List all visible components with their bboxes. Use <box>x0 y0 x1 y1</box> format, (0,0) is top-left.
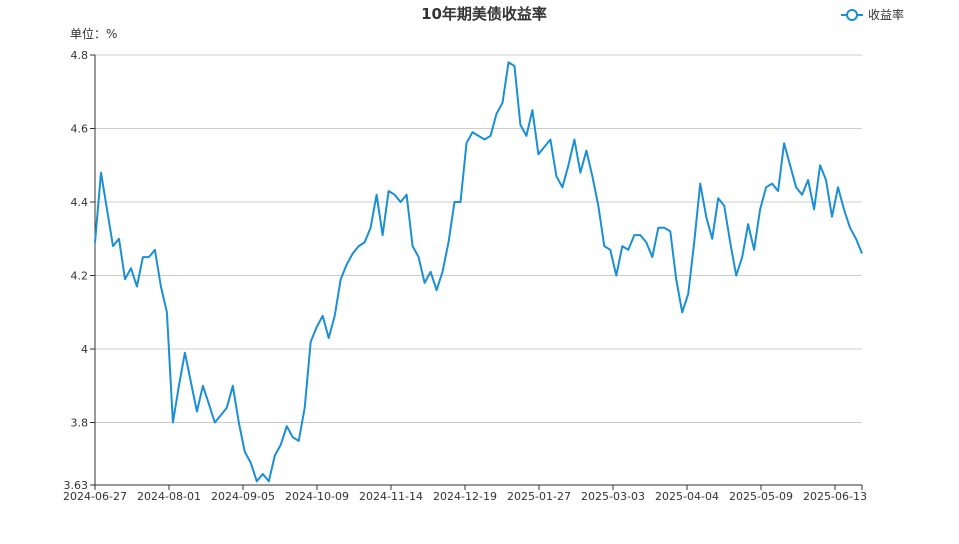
y-tick-label: 4.2 <box>71 270 89 283</box>
x-tick-label: 2025-04-04 <box>655 490 719 503</box>
x-tick-label: 2024-09-05 <box>211 490 275 503</box>
legend-label: 收益率 <box>868 7 904 22</box>
unit-label: 单位：% <box>70 26 117 41</box>
y-tick-label: 4.8 <box>71 49 89 62</box>
x-tick-label: 2024-12-19 <box>433 490 497 503</box>
y-tick-label: 4.4 <box>71 196 89 209</box>
x-tick-label: 2025-03-03 <box>581 490 645 503</box>
y-tick-label: 3.8 <box>71 417 89 430</box>
x-tick-label: 2024-08-01 <box>137 490 201 503</box>
x-tick-label: 2024-10-09 <box>285 490 349 503</box>
y-tick-label: 3.63 <box>64 479 89 492</box>
chart-title: 10年期美债收益率 <box>421 5 547 23</box>
legend-circle-icon <box>846 9 858 21</box>
x-tick-label: 2025-01-27 <box>507 490 571 503</box>
series-line-收益率 <box>94 61 863 483</box>
y-tick-label: 4 <box>81 343 88 356</box>
y-tick-label: 4.6 <box>71 123 89 136</box>
x-tick-label: 2024-06-27 <box>63 490 127 503</box>
x-tick-label: 2025-05-09 <box>729 490 793 503</box>
x-tick-label: 2025-06-13 <box>803 490 867 503</box>
legend-item[interactable]: 收益率 <box>841 7 904 22</box>
x-tick-label: 2024-11-14 <box>359 490 423 503</box>
